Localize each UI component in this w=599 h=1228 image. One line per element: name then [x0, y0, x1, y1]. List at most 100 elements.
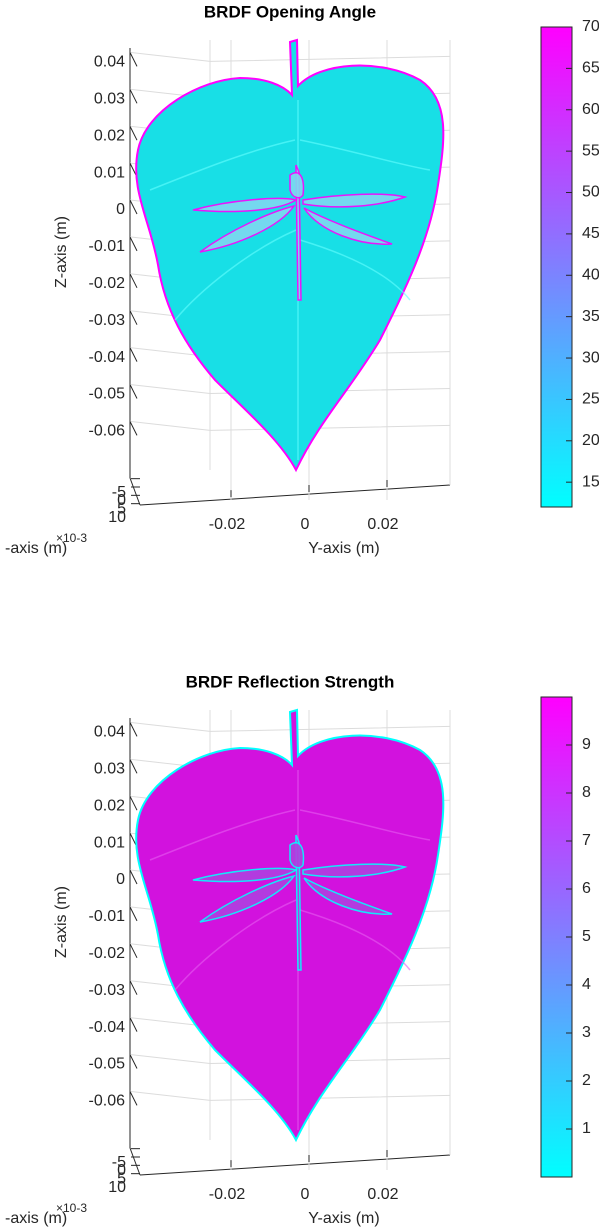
- colorbar-tick-label: 45: [582, 225, 599, 242]
- z-tick-label: -0.05: [89, 1056, 126, 1073]
- z-tick: [129, 722, 138, 737]
- y-tick-label: 0: [301, 516, 310, 533]
- z-tick: [129, 347, 138, 362]
- grid-line: [129, 721, 451, 732]
- z-axis-label: Z-axis (m): [53, 216, 70, 288]
- subplot: BRDF Reflection Strength 0.04 0.03 0.02 0.01…: [5, 672, 591, 1227]
- z-tick: [129, 980, 138, 995]
- chart-title: BRDF Reflection Strength: [186, 672, 395, 691]
- z-tick: [129, 1054, 138, 1069]
- x-tick-label: 0: [117, 492, 126, 509]
- z-tick-label: -0.03: [89, 982, 126, 999]
- z-tick: [129, 89, 138, 104]
- axis-line: [139, 484, 451, 506]
- x-exponent: ×10-3: [56, 1201, 87, 1215]
- z-tick-label: -0.06: [89, 423, 126, 440]
- leaf-vein: [174, 229, 297, 321]
- z-tick-label: 0.01: [94, 164, 125, 181]
- y-tick-label: -0.02: [209, 1186, 246, 1203]
- z-tick: [129, 795, 138, 811]
- x-exponent: ×10-3: [56, 531, 87, 545]
- leaf-surface: [135, 38, 445, 473]
- dragonfly: [303, 207, 393, 245]
- colorbar-tick-label: 55: [582, 142, 599, 159]
- z-tick-label: -0.04: [89, 1019, 126, 1036]
- colorbar-tick-label: 6: [582, 880, 591, 897]
- grid-line: [129, 1054, 451, 1065]
- dragonfly: [295, 164, 302, 301]
- colorbar-tick-label: 4: [582, 976, 591, 993]
- dragonfly: [289, 172, 305, 199]
- grid-line: [129, 1090, 451, 1101]
- colorbar-tick-label: 35: [582, 308, 599, 325]
- x-tick-label: -5: [112, 484, 126, 501]
- z-tick: [129, 199, 138, 215]
- colorbar-tick-label: 3: [582, 1024, 591, 1041]
- colorbar-tick-label: 50: [582, 184, 599, 201]
- z-tick: [129, 1017, 138, 1032]
- z-tick: [129, 52, 138, 67]
- dragonfly: [289, 842, 305, 869]
- leaf-vein: [299, 809, 431, 841]
- y-tick-label: 0.02: [367, 516, 398, 533]
- z-tick: [129, 125, 138, 141]
- z-tick-label: 0: [116, 201, 125, 218]
- z-tick: [129, 943, 138, 959]
- leaf-vein: [299, 239, 411, 301]
- dragonfly: [295, 834, 302, 971]
- z-tick: [129, 273, 138, 289]
- z-tick: [129, 384, 138, 399]
- x-axis-label: -axis (m): [5, 1210, 67, 1227]
- leaf-vein: [149, 139, 296, 191]
- z-tick: [129, 869, 138, 885]
- colorbar: [540, 26, 573, 508]
- z-tick-label: -0.04: [89, 349, 126, 366]
- colorbar-tick-label: 65: [582, 60, 599, 77]
- z-tick-label: 0.03: [94, 761, 125, 778]
- leaf-vein: [299, 139, 431, 171]
- z-tick-label: 0: [116, 871, 125, 888]
- colorbar-tick-label: 60: [582, 101, 599, 118]
- z-tick-label: -0.01: [89, 238, 126, 255]
- x-tick-label: -5: [112, 1154, 126, 1171]
- dragonfly: [192, 867, 298, 883]
- colorbar-tick-label: 9: [582, 736, 591, 753]
- z-tick: [129, 421, 138, 436]
- colorbar-tick-label: 25: [582, 391, 599, 408]
- axis-line: [139, 1154, 451, 1176]
- y-axis-label: Y-axis (m): [308, 1210, 379, 1227]
- colorbar-tick-label: 20: [582, 432, 599, 449]
- grid-line: [129, 420, 451, 431]
- chart-title: BRDF Opening Angle: [204, 2, 376, 21]
- dragonfly: [199, 874, 296, 923]
- axis-line: [129, 477, 141, 506]
- colorbar-tick-label: 15: [582, 473, 599, 490]
- y-tick-label: 0: [301, 1186, 310, 1203]
- z-tick-label: 0.02: [94, 127, 125, 144]
- y-tick-label: -0.02: [209, 516, 246, 533]
- z-tick-label: -0.03: [89, 312, 126, 329]
- z-axis-label: Z-axis (m): [53, 886, 70, 958]
- z-tick-label: 0.04: [94, 54, 125, 71]
- grid-line: [129, 51, 451, 62]
- z-tick: [129, 1091, 138, 1106]
- z-tick: [129, 236, 138, 252]
- dragonfly: [199, 204, 296, 253]
- x-tick-label: 10: [108, 509, 126, 526]
- z-tick-label: -0.01: [89, 908, 126, 925]
- z-tick-label: 0.02: [94, 797, 125, 814]
- colorbar-tick-label: 7: [582, 832, 591, 849]
- z-tick: [129, 906, 138, 922]
- y-tick-label: 0.02: [367, 1186, 398, 1203]
- dragonfly: [302, 863, 408, 878]
- y-axis-label: Y-axis (m): [308, 540, 379, 557]
- colorbar-tick-label: 5: [582, 928, 591, 945]
- leaf-vein: [174, 899, 297, 991]
- colorbar-tick-label: 40: [582, 266, 599, 283]
- colorbar-tick-label: 30: [582, 349, 599, 366]
- z-tick-label: 0.04: [94, 724, 125, 741]
- x-tick-label: 5: [117, 501, 126, 518]
- subplot: BRDF Opening Angle 0.04 0.03 0.02 0.01 0 -0.01…: [5, 2, 599, 557]
- z-tick-label: 0.01: [94, 834, 125, 851]
